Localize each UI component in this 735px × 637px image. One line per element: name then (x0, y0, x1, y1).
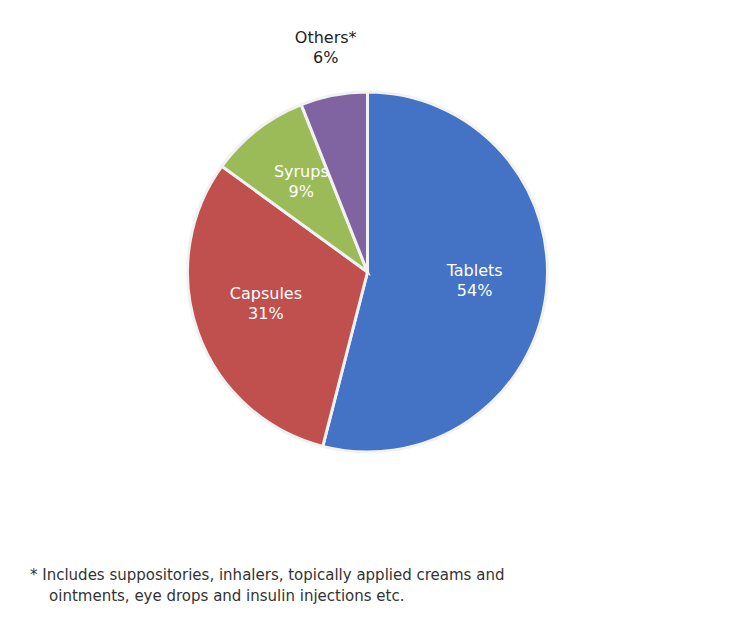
slice-label: Capsules31% (230, 284, 302, 323)
chart: Tablets54% Capsules31% Syrups9% Others*6% * … (0, 0, 735, 637)
slices (187, 92, 547, 452)
slice-name: Syrups (274, 162, 329, 181)
slice-value: 6% (313, 48, 338, 67)
slice-name: Tablets (446, 261, 503, 280)
slice-label: Others*6% (295, 28, 357, 67)
slice-label: Syrups9% (274, 162, 329, 201)
footnote-line: ointments, eye drops and insulin injecti… (30, 587, 404, 605)
slice-value: 54% (457, 281, 493, 300)
footnote: * Includes suppositories, inhalers, topi… (30, 566, 504, 605)
slice-labels: Tablets54% Capsules31% Syrups9% Others*6% (230, 28, 503, 323)
background (0, 0, 735, 637)
footnote-line: * Includes suppositories, inhalers, topi… (30, 566, 504, 584)
slice-value: 9% (289, 182, 314, 201)
slice-label: Tablets54% (446, 261, 503, 300)
slice-name: Others* (295, 28, 357, 47)
slice-value: 31% (248, 304, 284, 323)
slice-name: Capsules (230, 284, 302, 303)
